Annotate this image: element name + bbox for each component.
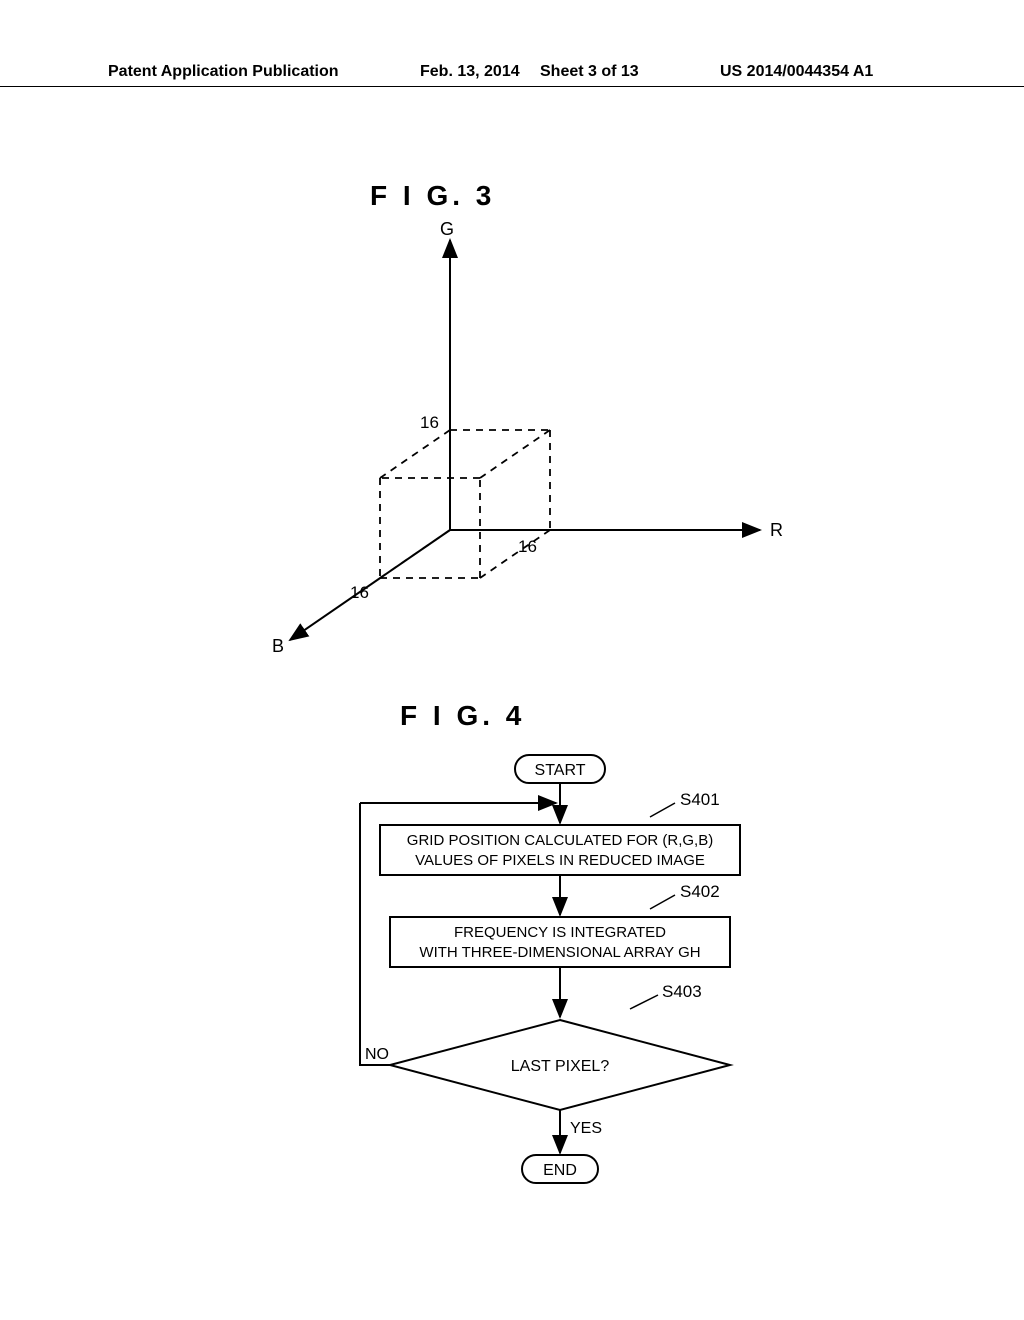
start-node: START — [515, 755, 605, 783]
s402-text2: WITH THREE-DIMENSIONAL ARRAY GH — [419, 944, 700, 961]
end-label: END — [543, 1162, 577, 1179]
step-s402: FREQUENCY IS INTEGRATED WITH THREE-DIMEN… — [390, 917, 730, 967]
yes-label: YES — [570, 1120, 602, 1137]
header-pubnum: US 2014/0044354 A1 — [720, 63, 873, 81]
label-s403: S403 — [662, 982, 702, 1001]
axis-g-label: G — [440, 220, 454, 239]
s401-text1: GRID POSITION CALCULATED FOR (R,G,B) — [407, 832, 713, 849]
fig3-diagram: G R B — [230, 220, 790, 665]
header-date: Feb. 13, 2014 — [420, 63, 520, 81]
no-label: NO — [365, 1046, 389, 1063]
decision-s403: LAST PIXEL? — [390, 1020, 730, 1110]
axis-r-label: R — [770, 520, 783, 540]
label-s401: S401 — [680, 790, 720, 809]
leader-s401 — [650, 803, 675, 817]
tick-g: 16 — [420, 413, 439, 432]
fig4-flowchart: START S401 GRID POSITION CALCULATED FOR … — [270, 745, 790, 1230]
start-label: START — [535, 762, 586, 779]
s401-text2: VALUES OF PIXELS IN REDUCED IMAGE — [415, 852, 705, 869]
leader-s402 — [650, 895, 675, 909]
tick-r: 16 — [518, 537, 537, 556]
decision-text: LAST PIXEL? — [511, 1058, 610, 1075]
header-sheet: Sheet 3 of 13 — [540, 63, 639, 81]
label-s402: S402 — [680, 882, 720, 901]
tick-b: 16 — [350, 583, 369, 602]
s402-text1: FREQUENCY IS INTEGRATED — [454, 924, 666, 941]
fig4-title: F I G. 4 — [400, 700, 525, 732]
page: Patent Application Publication Feb. 13, … — [0, 0, 1024, 1320]
end-node: END — [522, 1155, 598, 1183]
header-publication: Patent Application Publication — [108, 63, 339, 81]
step-s401: GRID POSITION CALCULATED FOR (R,G,B) VAL… — [380, 825, 740, 875]
fig3-title: F I G. 3 — [370, 180, 495, 212]
page-header: Patent Application Publication Feb. 13, … — [0, 86, 1024, 91]
axis-b-label: B — [272, 636, 284, 656]
leader-s403 — [630, 995, 658, 1009]
